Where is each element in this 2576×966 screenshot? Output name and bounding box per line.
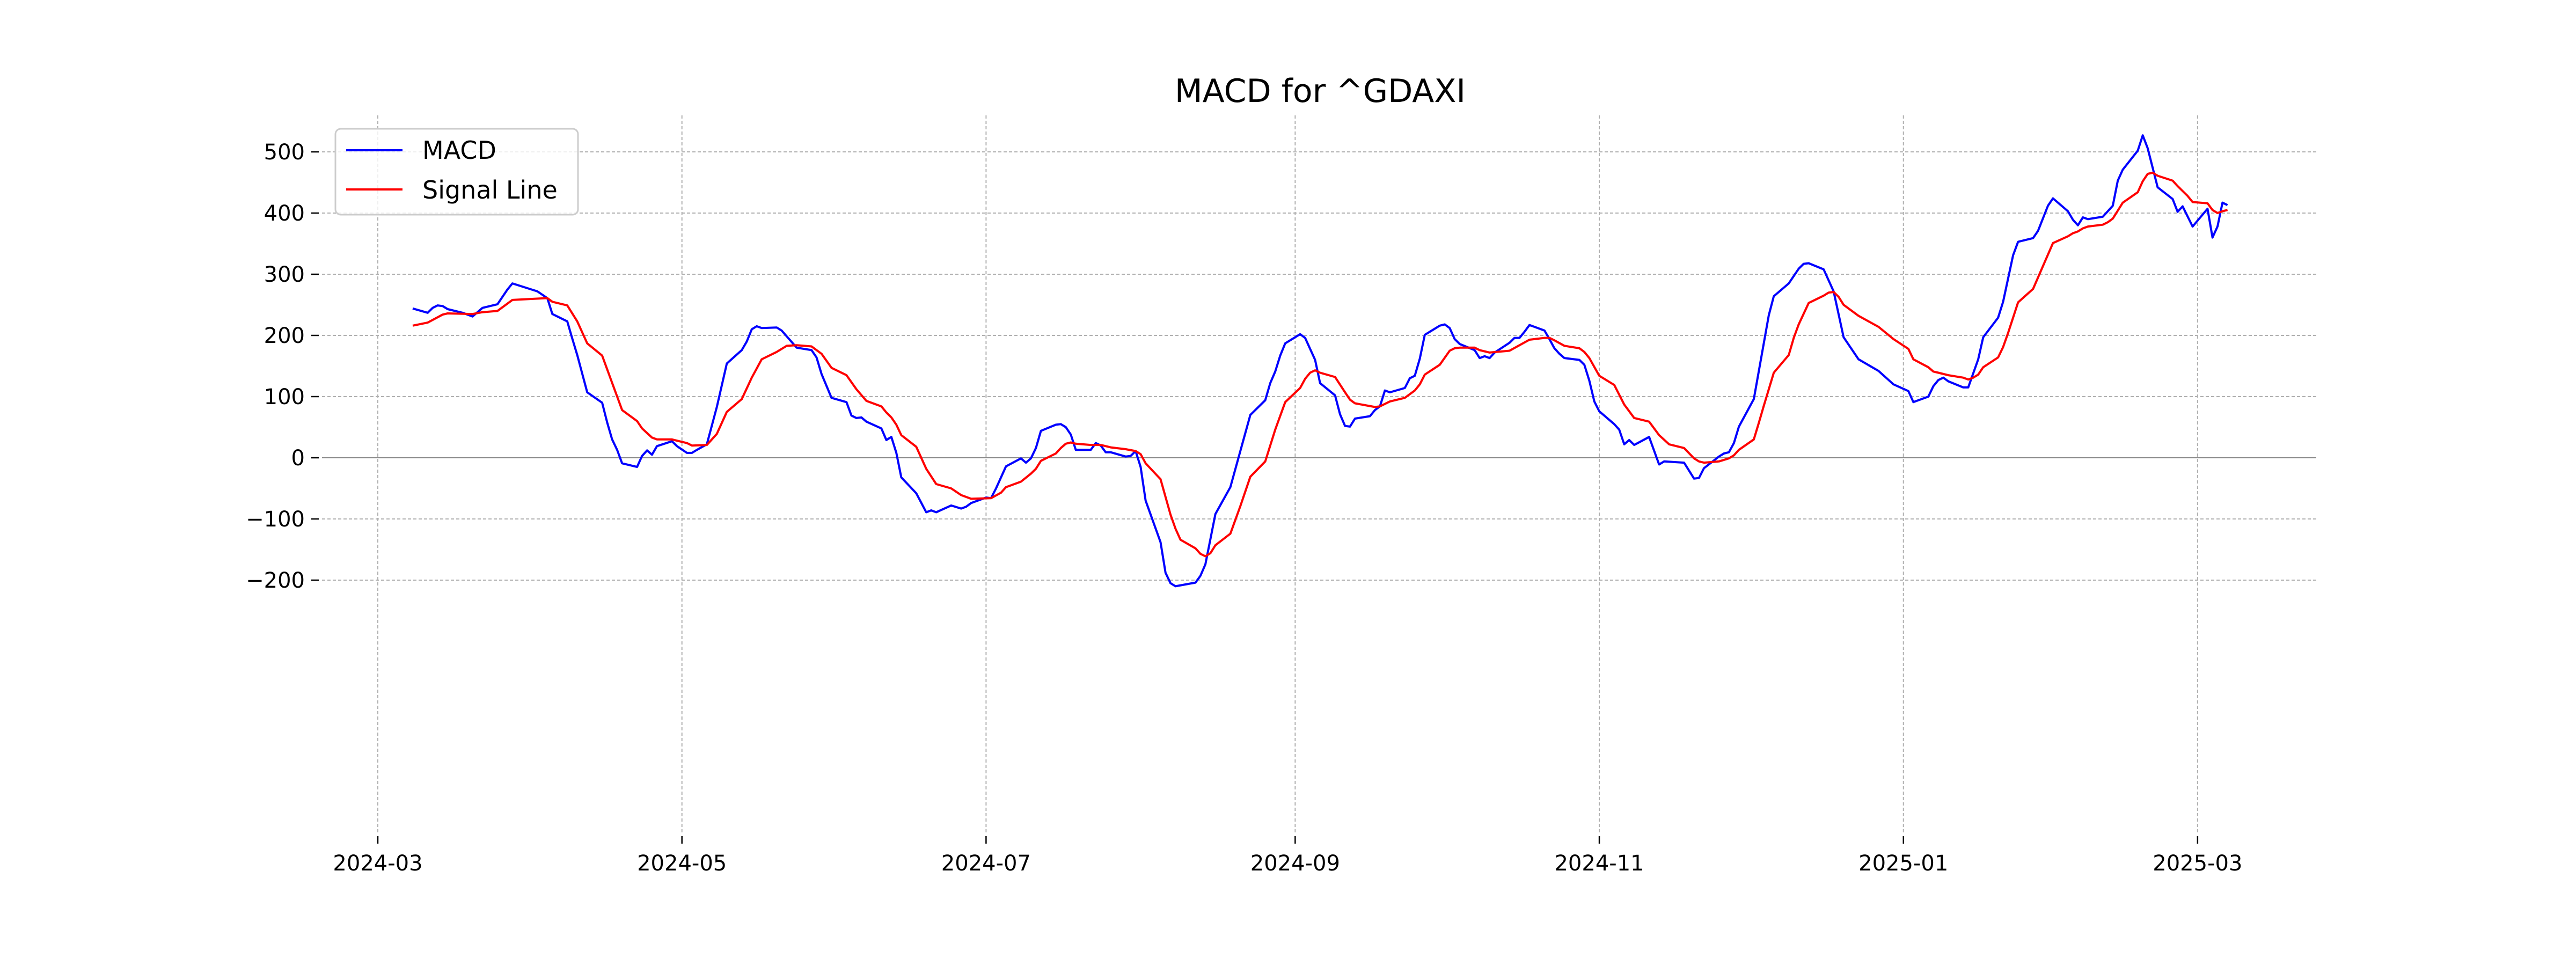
legend-label-signal-line: Signal Line <box>422 175 558 204</box>
signal-line <box>412 171 2228 558</box>
y-tick-label: 500 <box>264 140 305 165</box>
y-tick-label: −100 <box>246 507 305 532</box>
macd-line <box>412 134 2228 588</box>
x-tick-label: 2024-05 <box>637 851 727 876</box>
x-tick-label: 2024-03 <box>333 851 422 876</box>
chart-title: MACD for ^GDAXI <box>1175 72 1466 110</box>
y-tick-label: 300 <box>264 262 305 287</box>
x-tick-label: 2025-01 <box>1858 851 1948 876</box>
plot-lines <box>412 134 2228 588</box>
y-tick-label: 0 <box>291 446 305 471</box>
legend: MACD Signal Line <box>334 128 579 216</box>
y-tick-label: 200 <box>264 324 305 348</box>
y-tick-label: 400 <box>264 201 305 226</box>
grid <box>322 115 2316 833</box>
y-axis: −200 −100 0 100 200 300 400 500 <box>246 140 319 593</box>
x-tick-label: 2024-09 <box>1250 851 1340 876</box>
legend-label-macd: MACD <box>422 136 496 165</box>
y-tick-label: −200 <box>246 568 305 593</box>
x-axis: 2024-03 2024-05 2024-07 2024-09 2024-11 2025-… <box>333 836 2242 876</box>
x-tick-label: 2024-07 <box>941 851 1031 876</box>
x-tick-label: 2025-03 <box>2153 851 2242 876</box>
y-tick-label: 100 <box>264 385 305 409</box>
x-tick-label: 2024-11 <box>1554 851 1644 876</box>
